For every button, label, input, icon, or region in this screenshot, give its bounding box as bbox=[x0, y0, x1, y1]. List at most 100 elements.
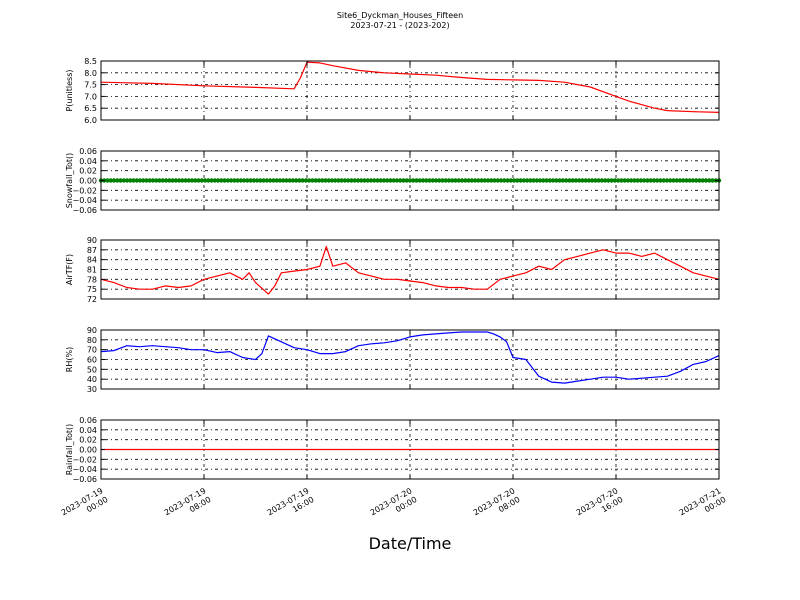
data-point bbox=[209, 178, 214, 183]
data-point bbox=[271, 178, 276, 183]
chart-title-main: Site6_Dyckman_Houses_Fifteen bbox=[336, 11, 464, 20]
y-tick-label: −0.02 bbox=[72, 186, 97, 195]
data-point bbox=[319, 178, 325, 183]
y-tick-label: 0.00 bbox=[79, 446, 97, 455]
data-point bbox=[124, 178, 130, 183]
data-point bbox=[300, 178, 305, 183]
y-tick-label: 81 bbox=[87, 266, 97, 275]
data-point bbox=[550, 178, 556, 183]
data-point bbox=[599, 178, 605, 183]
data-point bbox=[193, 178, 198, 183]
subplot-2: 0.060.040.020.00−0.02−0.04−0.06Snowfall_… bbox=[65, 147, 722, 215]
y-tick-label: 90 bbox=[87, 326, 97, 335]
data-point bbox=[420, 178, 426, 183]
data-point bbox=[346, 178, 351, 183]
data-point bbox=[115, 178, 120, 183]
y-tick-label: 90 bbox=[87, 236, 97, 245]
data-point bbox=[710, 178, 715, 183]
data-point bbox=[398, 178, 403, 183]
data-point bbox=[414, 178, 419, 183]
data-point bbox=[394, 178, 400, 183]
data-point bbox=[674, 178, 679, 183]
data-point bbox=[144, 178, 149, 183]
data-point bbox=[430, 178, 435, 183]
data-point bbox=[655, 178, 660, 183]
data-point bbox=[502, 178, 507, 183]
y-tick-label: 70 bbox=[87, 346, 97, 355]
data-point bbox=[531, 178, 536, 183]
y-tick-label: 0.06 bbox=[79, 416, 97, 425]
y-tick-label: 50 bbox=[87, 365, 97, 374]
data-point bbox=[671, 178, 676, 183]
data-point bbox=[518, 178, 523, 183]
data-point bbox=[359, 178, 364, 183]
data-point bbox=[628, 178, 634, 183]
data-point bbox=[404, 178, 409, 183]
data-point bbox=[222, 178, 227, 183]
data-point bbox=[332, 178, 338, 183]
data-point bbox=[284, 178, 289, 183]
y-tick-label: 72 bbox=[87, 295, 97, 304]
data-point bbox=[524, 178, 530, 183]
data-point bbox=[225, 178, 231, 183]
data-point bbox=[261, 178, 266, 183]
data-point bbox=[388, 178, 393, 183]
data-point bbox=[576, 178, 582, 183]
data-point bbox=[118, 178, 123, 183]
data-point bbox=[697, 178, 702, 183]
data-point bbox=[121, 178, 126, 183]
series-line bbox=[100, 331, 720, 384]
data-point bbox=[570, 178, 575, 183]
data-point bbox=[342, 178, 348, 183]
data-point bbox=[687, 178, 692, 183]
data-point bbox=[606, 178, 611, 183]
data-point bbox=[651, 178, 657, 183]
series-line bbox=[100, 246, 720, 295]
data-point bbox=[625, 178, 631, 183]
data-point bbox=[632, 178, 637, 183]
data-point bbox=[219, 178, 224, 183]
y-tick-label: −0.06 bbox=[72, 475, 97, 484]
data-point bbox=[703, 178, 709, 183]
data-point bbox=[274, 178, 279, 183]
data-point bbox=[306, 178, 312, 183]
data-point bbox=[479, 178, 484, 183]
data-point bbox=[170, 178, 175, 183]
data-point bbox=[251, 178, 257, 183]
data-point bbox=[472, 178, 478, 183]
data-point bbox=[108, 178, 113, 183]
data-point bbox=[105, 178, 110, 183]
y-axis-label: Snowfall_Tot() bbox=[65, 153, 74, 209]
data-point bbox=[567, 178, 572, 183]
data-point bbox=[355, 178, 361, 183]
data-point bbox=[238, 178, 244, 183]
data-point bbox=[293, 178, 299, 183]
y-tick-label: 0.02 bbox=[79, 167, 97, 176]
data-point bbox=[690, 178, 696, 183]
data-point bbox=[485, 178, 491, 183]
data-point bbox=[658, 178, 663, 183]
data-point bbox=[245, 178, 250, 183]
data-point bbox=[677, 178, 683, 183]
data-point bbox=[368, 178, 374, 183]
data-point bbox=[339, 178, 344, 183]
data-point bbox=[385, 178, 390, 183]
data-point bbox=[495, 178, 501, 183]
data-point bbox=[241, 178, 247, 183]
data-point bbox=[469, 178, 474, 183]
y-tick-label: 0.04 bbox=[79, 157, 97, 166]
data-point bbox=[424, 178, 429, 183]
data-point bbox=[612, 178, 618, 183]
data-point bbox=[492, 178, 497, 183]
y-tick-label: 8.5 bbox=[84, 57, 97, 66]
data-point bbox=[515, 178, 520, 183]
data-point bbox=[541, 178, 546, 183]
data-point bbox=[544, 178, 549, 183]
data-point bbox=[137, 178, 143, 183]
y-tick-label: 60 bbox=[87, 356, 97, 365]
